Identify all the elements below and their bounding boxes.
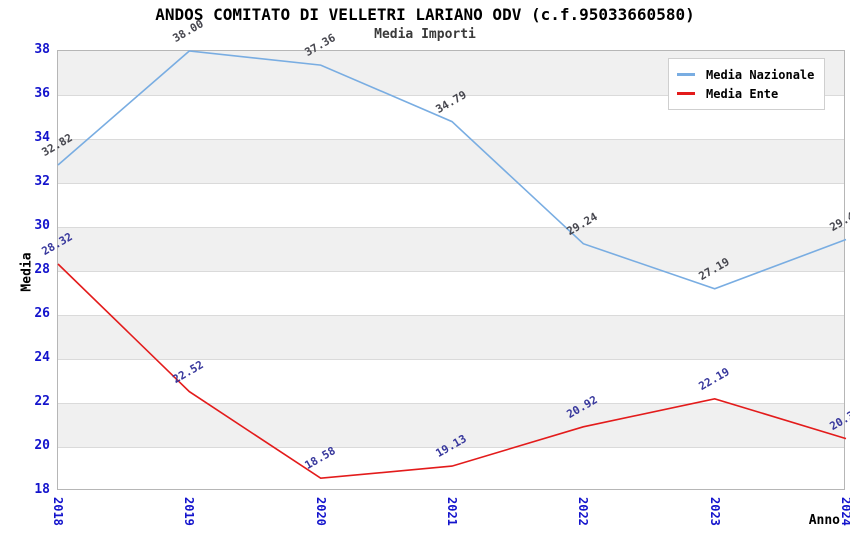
x-axis-title: Anno xyxy=(808,513,840,528)
y-tick-label: 30 xyxy=(34,218,50,233)
gridline xyxy=(58,270,844,272)
y-axis-title: Media xyxy=(19,252,35,292)
y-tick-label: 32 xyxy=(34,174,50,189)
plot-band xyxy=(58,139,844,183)
legend-swatch xyxy=(677,92,695,95)
series-lines xyxy=(57,50,847,480)
legend: Media Nazionale Media Ente xyxy=(668,58,826,110)
legend-label: Media Nazionale xyxy=(706,67,815,82)
gridline xyxy=(58,358,844,360)
y-tick-label: 20 xyxy=(34,438,50,453)
y-tick-label: 36 xyxy=(34,86,50,101)
y-tick-label: 24 xyxy=(34,350,50,365)
series-line-media-nazionale xyxy=(57,50,847,290)
x-tick-label: 2024 xyxy=(839,497,850,526)
gridline xyxy=(58,138,844,140)
y-tick-label: 26 xyxy=(34,306,50,321)
gridline xyxy=(58,182,844,184)
legend-item-media-ente: Media Ente xyxy=(677,84,814,103)
legend-swatch xyxy=(677,73,695,76)
y-tick-label: 18 xyxy=(34,482,50,497)
x-tick-label: 2021 xyxy=(445,497,459,526)
gridline xyxy=(58,446,844,448)
plot-area: 32.82 38.00 37.36 34.79 29.24 27.19 29.43 28.32… xyxy=(40,17,850,490)
chart-title: ANDOS COMITATO DI VELLETRI LARIANO ODV (… xyxy=(155,5,695,24)
y-tick-label: 22 xyxy=(34,394,50,409)
legend-label: Media Ente xyxy=(706,86,779,101)
plot-band xyxy=(58,315,844,359)
plot-band xyxy=(58,227,844,271)
x-tick-label: 2020 xyxy=(313,497,328,526)
gridline xyxy=(58,94,844,96)
y-tick-label: 38 xyxy=(34,42,50,57)
y-tick-label: 28 xyxy=(34,262,50,277)
legend-item-media-nazionale: Media Nazionale xyxy=(677,65,814,84)
plot-band xyxy=(58,403,844,447)
gridline xyxy=(58,402,844,404)
series-line-media-ente xyxy=(57,263,847,480)
gridline xyxy=(58,314,844,316)
x-tick-label: 2018 xyxy=(51,497,65,526)
gridline xyxy=(58,226,844,228)
chart-subtitle: Media Importi xyxy=(374,27,476,42)
y-tick-label: 34 xyxy=(34,130,50,145)
x-tick-label: 2019 xyxy=(182,497,197,526)
x-tick-label: 2023 xyxy=(707,497,722,526)
x-tick-label: 2022 xyxy=(576,497,591,526)
